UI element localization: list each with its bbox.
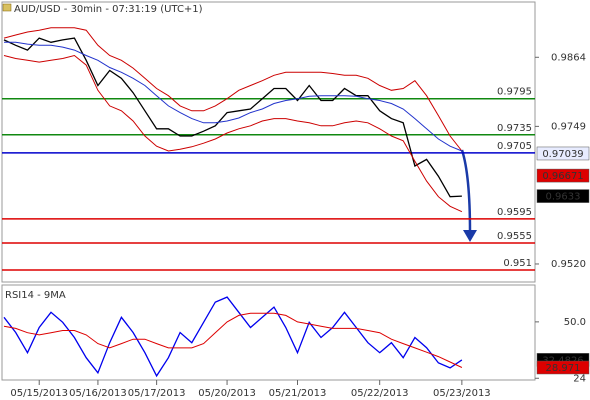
value-box	[536, 168, 590, 183]
level-label: 0.9705	[497, 141, 532, 152]
arrow	[460, 149, 472, 233]
x-tick-label: 05/17/2013	[128, 388, 186, 399]
series-line	[3, 296, 463, 378]
panel-frame	[1, 284, 536, 381]
series-line	[3, 37, 462, 198]
value-box	[536, 146, 590, 161]
arrow-head	[463, 230, 477, 242]
value-box-label: 0.96671	[542, 171, 583, 182]
x-tick-label: 05/23/2013	[433, 388, 491, 399]
panel-frame	[1, 1, 536, 283]
y-tick-label: 50.0	[564, 317, 586, 328]
x-tick-label: 05/20/2013	[198, 388, 256, 399]
x-tick-label: 05/16/2013	[69, 388, 127, 399]
series-line	[3, 27, 463, 152]
y-tick-label: 24	[573, 373, 586, 384]
x-tick-label: 05/22/2013	[351, 388, 409, 399]
icon	[2, 3, 12, 12]
value-box-label: 0.97039	[542, 149, 583, 160]
level-label: 0.9595	[497, 207, 532, 218]
series-line	[4, 41, 463, 152]
y-tick-label: 0.9864	[551, 52, 586, 63]
level-label: 0.9735	[497, 123, 532, 134]
value-box	[536, 360, 590, 375]
value-box	[536, 189, 590, 203]
level-label: 0.9555	[497, 231, 532, 242]
chart-title: AUD/USD - 30min - 07:31:19 (UTC+1)	[14, 4, 203, 15]
x-tick-label: 05/15/2013	[10, 388, 68, 399]
level-label: 0.951	[503, 258, 532, 269]
y-tick-label: 0.9749	[551, 121, 586, 132]
value-box-label: 28.971	[546, 363, 581, 374]
y-tick-label: 0.9520	[551, 259, 586, 270]
level-label: 0.9795	[497, 87, 532, 98]
x-tick-label: 05/21/2013	[269, 388, 327, 399]
panel-title: RSI14 - 9MA	[5, 290, 66, 301]
series-line	[3, 54, 463, 213]
series-line	[3, 312, 463, 368]
value-box-label: 0.9633	[546, 192, 581, 203]
